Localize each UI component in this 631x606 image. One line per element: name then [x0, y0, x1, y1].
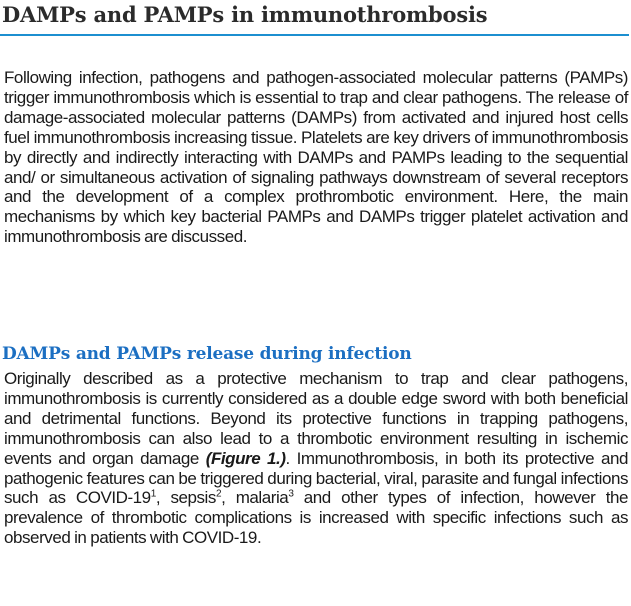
section-paragraph: Originally described as a protective mec…	[4, 369, 628, 548]
page-title: DAMPs and PAMPs in immunothrombosis	[2, 2, 488, 27]
section-heading: DAMPs and PAMPs release during infection	[2, 344, 412, 364]
paragraph-text: Originally described as a protective mec…	[4, 369, 628, 468]
figure-reference: (Figure 1.)	[205, 448, 286, 468]
paragraph-text: . Immunothrombosis, in both its protecti…	[4, 448, 628, 508]
citation-3: 3	[288, 488, 294, 500]
term-covid: COVID-19	[75, 488, 151, 508]
title-divider	[0, 34, 629, 36]
term-malaria: malaria	[235, 488, 289, 508]
separator: ,	[155, 488, 171, 508]
intro-paragraph: Following infection, pathogens and patho…	[4, 68, 628, 247]
separator: ,	[221, 488, 236, 508]
term-sepsis: sepsis	[170, 488, 216, 508]
citation-1: 1	[150, 488, 157, 500]
citation-2: 2	[215, 488, 222, 500]
paragraph-text: and other types of infection, however th…	[4, 488, 629, 548]
